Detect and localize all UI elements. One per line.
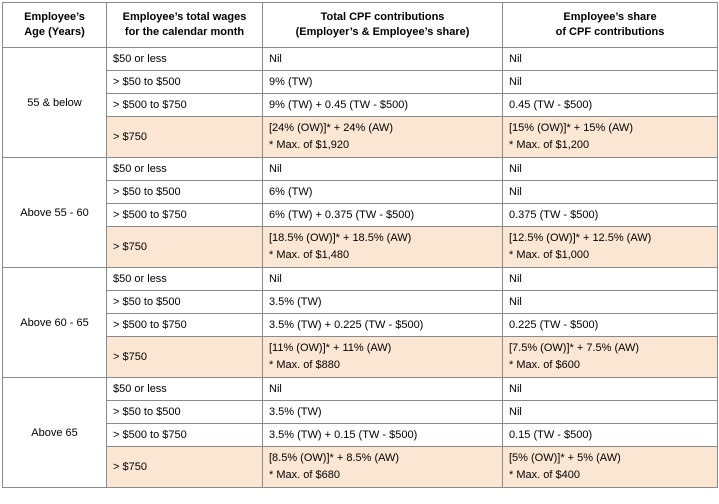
header-age: Employee’s Age (Years) — [2, 2, 107, 48]
employee-cell: [5% (OW)]* + 5% (AW) * Max. of $400 — [502, 446, 718, 488]
employee-formula: [5% (OW)]* + 5% (AW) — [509, 452, 621, 464]
wage-cell: $50 or less — [106, 47, 263, 71]
header-row: Employee’s Age (Years) Employee’s total … — [2, 2, 718, 48]
wage-cell: > $50 to $500 — [106, 70, 263, 94]
total-cell: 6% (TW) — [262, 180, 503, 204]
table-row-highlight: > $750 [24% (OW)]* + 24% (AW) * Max. of … — [3, 116, 718, 158]
employee-cell: [15% (OW)]* + 15% (AW) * Max. of $1,200 — [502, 116, 718, 158]
header-wages-line1: Employee’s total wages — [122, 11, 247, 23]
total-cell: [8.5% (OW)]* + 8.5% (AW) * Max. of $680 — [262, 446, 503, 488]
employee-cell: 0.15 (TW - $500) — [502, 423, 718, 447]
total-formula: [8.5% (OW)]* + 8.5% (AW) — [269, 452, 400, 464]
header-wages: Employee’s total wages for the calendar … — [106, 2, 263, 48]
employee-cell: Nil — [502, 180, 718, 204]
table-row: 55 & below $50 or less Nil Nil — [2, 47, 718, 158]
wage-cell: > $500 to $750 — [106, 93, 263, 117]
total-cell: [11% (OW)]* + 11% (AW) * Max. of $880 — [262, 336, 503, 378]
employee-cell: [12.5% (OW)]* + 12.5% (AW) * Max. of $1,… — [502, 226, 718, 268]
age-group-cell: Above 65 — [2, 377, 107, 488]
total-cell: 3.5% (TW) — [262, 400, 503, 424]
total-formula: [11% (OW)]* + 11% (AW) — [269, 342, 392, 354]
employee-cell: Nil — [502, 290, 718, 314]
table-row: > $500 to $750 3.5% (TW) + 0.15 (TW - $5… — [3, 423, 718, 447]
wage-cell: $50 or less — [106, 377, 263, 401]
table-row: > $50 to $500 9% (TW) Nil — [3, 70, 718, 94]
total-max: * Max. of $880 — [269, 359, 340, 371]
total-cell: Nil — [262, 47, 503, 71]
total-cell: 3.5% (TW) + 0.15 (TW - $500) — [262, 423, 503, 447]
employee-max: * Max. of $400 — [509, 469, 580, 481]
employee-formula: [12.5% (OW)]* + 12.5% (AW) — [509, 232, 652, 244]
total-cell: 9% (TW) — [262, 70, 503, 94]
header-total-line1: Total CPF contributions — [320, 11, 445, 23]
total-cell: 9% (TW) + 0.45 (TW - $500) — [262, 93, 503, 117]
total-cell: 3.5% (TW) + 0.225 (TW - $500) — [262, 313, 503, 337]
employee-cell: Nil — [502, 400, 718, 424]
cpf-contribution-table: Employee’s Age (Years) Employee’s total … — [2, 2, 718, 488]
table-row: > $50 to $500 3.5% (TW) Nil — [3, 400, 718, 424]
employee-cell: Nil — [502, 157, 718, 181]
wage-cell: > $750 — [106, 446, 263, 488]
header-total: Total CPF contributions (Employer’s & Em… — [262, 2, 503, 48]
total-formula: [24% (OW)]* + 24% (AW) — [269, 122, 393, 134]
employee-cell: 0.225 (TW - $500) — [502, 313, 718, 337]
employee-cell: Nil — [502, 377, 718, 401]
table-row: Above 55 - 60 $50 or less Nil Nil — [2, 157, 718, 268]
employee-formula: [15% (OW)]* + 15% (AW) — [509, 122, 633, 134]
wage-cell: > $750 — [106, 336, 263, 378]
employee-cell: Nil — [502, 47, 718, 71]
employee-cell: Nil — [502, 70, 718, 94]
table-row: > $500 to $750 3.5% (TW) + 0.225 (TW - $… — [3, 313, 718, 337]
wage-cell: > $50 to $500 — [106, 400, 263, 424]
total-cell: [18.5% (OW)]* + 18.5% (AW) * Max. of $1,… — [262, 226, 503, 268]
total-max: * Max. of $1,920 — [269, 139, 350, 151]
header-age-line1: Employee’s — [24, 11, 85, 23]
total-cell: Nil — [262, 157, 503, 181]
table-row: > $50 to $500 3.5% (TW) Nil — [3, 290, 718, 314]
header-wages-line2: for the calendar month — [124, 26, 245, 38]
employee-cell: [7.5% (OW)]* + 7.5% (AW) * Max. of $600 — [502, 336, 718, 378]
total-cell: Nil — [262, 267, 503, 291]
header-employee: Employee’s share of CPF contributions — [502, 2, 718, 48]
total-formula: [18.5% (OW)]* + 18.5% (AW) — [269, 232, 412, 244]
employee-cell: 0.45 (TW - $500) — [502, 93, 718, 117]
employee-formula: [7.5% (OW)]* + 7.5% (AW) — [509, 342, 640, 354]
total-cell: 6% (TW) + 0.375 (TW - $500) — [262, 203, 503, 227]
table-row-highlight: > $750 [8.5% (OW)]* + 8.5% (AW) * Max. o… — [3, 446, 718, 488]
table-row-highlight: > $750 [11% (OW)]* + 11% (AW) * Max. of … — [3, 336, 718, 378]
table-row-highlight: > $750 [18.5% (OW)]* + 18.5% (AW) * Max.… — [3, 226, 718, 268]
wage-cell: > $500 to $750 — [106, 423, 263, 447]
total-cell: Nil — [262, 377, 503, 401]
age-group-cell: Above 55 - 60 — [2, 157, 107, 268]
wage-cell: $50 or less — [106, 267, 263, 291]
wage-cell: > $50 to $500 — [106, 290, 263, 314]
table-row: > $500 to $750 6% (TW) + 0.375 (TW - $50… — [3, 203, 718, 227]
total-max: * Max. of $1,480 — [269, 249, 350, 261]
wage-cell: > $750 — [106, 116, 263, 158]
wage-cell: > $500 to $750 — [106, 203, 263, 227]
wage-cell: $50 or less — [106, 157, 263, 181]
employee-max: * Max. of $1,200 — [509, 139, 590, 151]
table-row: Above 65 $50 or less Nil Nil — [2, 377, 718, 488]
employee-max: * Max. of $600 — [509, 359, 580, 371]
employee-cell: Nil — [502, 267, 718, 291]
total-cell: 3.5% (TW) — [262, 290, 503, 314]
table-row: > $500 to $750 9% (TW) + 0.45 (TW - $500… — [3, 93, 718, 117]
wage-cell: > $500 to $750 — [106, 313, 263, 337]
age-group-cell: Above 60 - 65 — [2, 267, 107, 378]
header-total-line2: (Employer’s & Employee’s share) — [295, 26, 470, 38]
wage-cell: > $50 to $500 — [106, 180, 263, 204]
header-employee-line2: of CPF contributions — [555, 26, 665, 38]
wage-cell: > $750 — [106, 226, 263, 268]
header-employee-line1: Employee’s share — [563, 11, 657, 23]
age-group-cell: 55 & below — [2, 47, 107, 158]
employee-max: * Max. of $1,000 — [509, 249, 590, 261]
table-row: Above 60 - 65 $50 or less Nil Nil — [2, 267, 718, 378]
total-max: * Max. of $680 — [269, 469, 340, 481]
header-age-line2: Age (Years) — [24, 26, 85, 38]
table-row: > $50 to $500 6% (TW) Nil — [3, 180, 718, 204]
employee-cell: 0.375 (TW - $500) — [502, 203, 718, 227]
table-body: 55 & below $50 or less Nil Nil > $50 to … — [2, 47, 718, 488]
total-cell: [24% (OW)]* + 24% (AW) * Max. of $1,920 — [262, 116, 503, 158]
